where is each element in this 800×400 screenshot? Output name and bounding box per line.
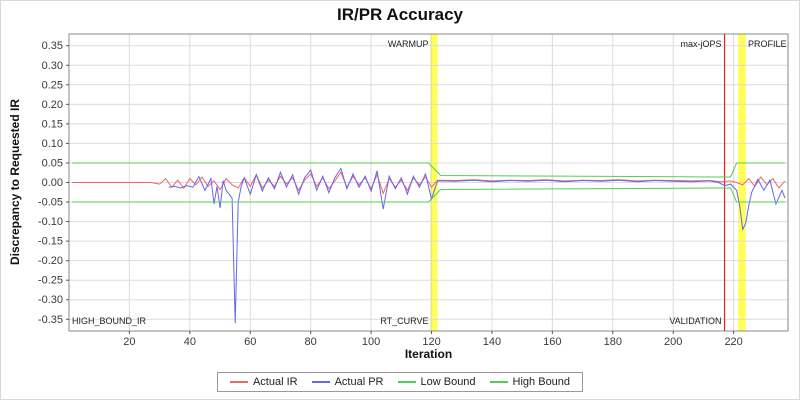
x-tick-label: 220 [724,336,742,348]
legend-label: Low Bound [420,376,476,388]
y-tick-label: 0.10 [42,138,63,150]
series-low-bound-line [72,187,785,203]
legend-swatch-actual-ir [229,381,248,383]
y-tick-label: 0.35 [42,40,63,52]
y-tick-label: -0.35 [38,314,63,326]
plot-area: 20 40 60 80 100 120 140 160 180 200 220 0.35 0.30 0.2… [38,33,789,348]
x-tick-label: 140 [483,336,501,348]
x-tick-label: 200 [664,336,682,348]
legend-label: Actual IR [252,376,298,388]
y-tick-label: 0.25 [42,79,63,91]
x-axis-label: Iteration [404,347,453,361]
chart-title: IR/PR Accuracy [337,5,463,24]
y-tick-label: 0.05 [42,157,63,169]
annotation-high-bound-ir: HIGH_BOUND_IR [72,316,147,326]
x-tick-label: 20 [123,336,135,348]
y-tick-label: 0.20 [42,99,63,111]
annotation-max-jops: max-jOPS [681,39,722,49]
legend-swatch-high-bound [489,381,508,383]
y-tick-label: 0.00 [42,177,63,189]
y-tick-label: -0.15 [38,236,63,248]
x-tick-label: 120 [422,336,440,348]
x-tick-label: 60 [244,336,256,348]
series-actual-pr-line [168,167,786,324]
y-tick-label: 0.15 [42,118,63,130]
x-tick-label: 40 [184,336,196,348]
y-tick-label: -0.20 [38,255,63,267]
annotation-profile: PROFILE [748,39,787,49]
legend-item-high-bound: High Bound [489,376,571,388]
y-tick-label: -0.10 [38,216,63,228]
legend-label: Actual PR [334,376,384,388]
x-tick-label: 160 [543,336,561,348]
series-high-bound-line [72,162,785,178]
y-tick-label: -0.05 [38,197,63,209]
legend-item-actual-ir: Actual IR [229,376,298,388]
y-tick-label: -0.30 [38,294,63,306]
legend-box: Actual IR Actual PR Low Bound High Bound [216,372,584,392]
legend-item-actual-pr: Actual PR [311,376,384,388]
y-tick-label: 0.30 [42,60,63,72]
legend-swatch-low-bound [397,381,416,383]
legend-swatch-actual-pr [311,381,330,383]
annotation-validation: VALIDATION [669,316,721,326]
legend-item-low-bound: Low Bound [397,376,476,388]
legend-label: High Bound [512,376,571,388]
annotation-rt-curve: RT_CURVE [380,316,428,326]
x-tick-label: 80 [305,336,317,348]
annotation-warmup: WARMUP [388,39,429,49]
legend: Actual IR Actual PR Low Bound High Bound [1,372,799,392]
y-tick-label: -0.25 [38,275,63,287]
x-tick-label: 180 [604,336,622,348]
x-tick-label: 100 [362,336,380,348]
